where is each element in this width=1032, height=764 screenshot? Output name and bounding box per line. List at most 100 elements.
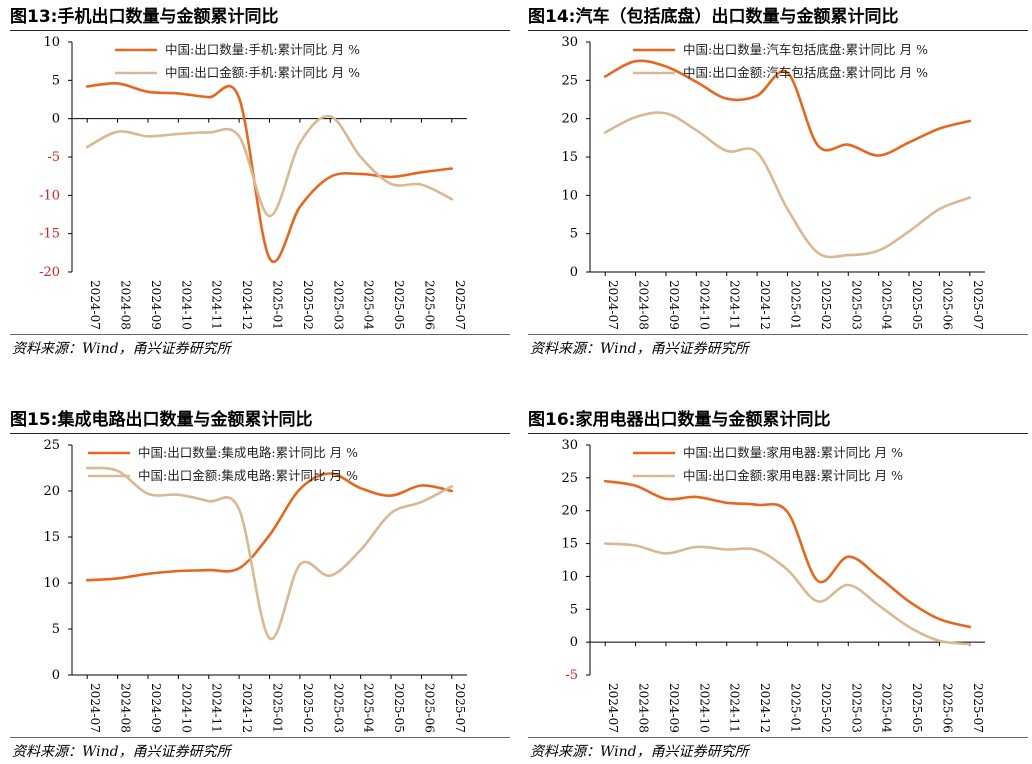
- series-line-quantity: [85, 472, 454, 582]
- figure-15-panel: 图15:集成电路出口数量与金额累计同比 0 5 10 15 20 25 2024-07 202…: [10, 405, 510, 760]
- figure-13-title: 图13:手机出口数量与金额累计同比: [10, 7, 279, 27]
- legend-label-quantity: 中国:出口数量:集成电路:累计同比 月 %: [138, 445, 358, 460]
- figure-14-chart: 0 5 10 15 20 25 30 2024-07 2024-08 2024-09 2024-10…: [561, 35, 985, 330]
- x-tick-label: 2025-01: [271, 280, 285, 330]
- x-tick-label: 2025-03: [331, 280, 345, 330]
- x-tick-label: 2025-02: [301, 683, 315, 733]
- x-tick-label: 2024-10: [697, 280, 711, 330]
- y-tick-label: 15: [561, 150, 578, 165]
- x-tick-label: 2024-08: [119, 683, 133, 733]
- x-tick-label: 2024-07: [88, 683, 102, 733]
- y-tick-label: 20: [561, 112, 578, 127]
- x-tick-label: 2024-09: [667, 683, 681, 733]
- series-line-quantity: [603, 479, 972, 629]
- figure-15-chart: 0 5 10 15 20 25 2024-07 2024-08 2024-09 2024-10 20…: [43, 438, 467, 733]
- x-tick-label: 2024-09: [149, 280, 163, 330]
- title-rule: [528, 30, 1028, 31]
- x-tick-label: 2024-07: [606, 280, 620, 330]
- y-tick-label: 10: [561, 569, 578, 584]
- x-tick-label: 2025-03: [849, 683, 863, 733]
- x-tick-label: 2025-07: [453, 683, 467, 733]
- y-tick-label: -5: [565, 668, 578, 683]
- y-tick-label: 15: [561, 537, 578, 552]
- figure-14-title: 图14:汽车（包括底盘）出口数量与金额累计同比: [528, 7, 899, 27]
- y-tick-label: 5: [52, 622, 60, 637]
- y-tick-label: 20: [561, 504, 578, 519]
- series-line-quantity: [85, 81, 454, 263]
- x-tick-label: 2025-04: [362, 683, 376, 733]
- y-tick-label: -20: [39, 265, 60, 280]
- legend-label-amount: 中国:出口金额:集成电路:累计同比 月 %: [138, 468, 358, 483]
- figure-15-title: 图15:集成电路出口数量与金额累计同比: [10, 410, 313, 430]
- x-tick-label: 2024-12: [758, 683, 772, 733]
- source-note: 资料来源：Wind，甬兴证券研究所: [12, 744, 231, 760]
- x-tick-label: 2024-08: [637, 683, 651, 733]
- x-tick-label: 2025-01: [271, 683, 285, 733]
- x-tick-label: 2025-02: [819, 683, 833, 733]
- x-tick-label: 2025-06: [422, 683, 436, 733]
- x-tick-label: 2025-04: [880, 683, 894, 733]
- series-line-amount: [603, 542, 972, 646]
- y-tick-label: 10: [43, 576, 60, 591]
- x-tick-label: 2024-10: [179, 683, 193, 733]
- source-rule: [10, 737, 510, 738]
- x-tick-label: 2024-10: [697, 683, 711, 733]
- source-note: 资料来源：Wind，甬兴证券研究所: [12, 341, 231, 357]
- x-tick-label: 2024-12: [240, 683, 254, 733]
- x-tick-label: 2024-12: [240, 280, 254, 330]
- source-note: 资料来源：Wind，甬兴证券研究所: [530, 341, 749, 357]
- y-tick-label: -5: [47, 150, 60, 165]
- x-tick-label: 2025-02: [819, 280, 833, 330]
- y-tick-label: 25: [561, 73, 578, 88]
- figure-16-title: 图16:家用电器出口数量与金额累计同比: [528, 410, 831, 430]
- series-line-amount: [85, 466, 454, 641]
- y-tick-label: 20: [43, 484, 60, 499]
- legend-label-quantity: 中国:出口数量:汽车包括底盘:累计同比 月 %: [683, 42, 928, 57]
- y-tick-label: -10: [39, 188, 60, 203]
- legend-label-amount: 中国:出口金额:汽车包括底盘:累计同比 月 %: [683, 65, 928, 80]
- legend-label-amount: 中国:出口金额:家用电器:累计同比 月 %: [683, 468, 903, 483]
- x-tick-label: 2024-11: [210, 683, 224, 733]
- x-tick-label: 2025-06: [940, 280, 954, 330]
- series-line-amount: [603, 111, 972, 259]
- y-tick-label: 0: [52, 112, 60, 127]
- title-rule: [10, 433, 510, 434]
- x-tick-label: 2025-01: [789, 280, 803, 330]
- series-line-quantity: [603, 59, 972, 157]
- x-tick-label: 2025-03: [331, 683, 345, 733]
- legend-label-quantity: 中国:出口数量:家用电器:累计同比 月 %: [683, 445, 903, 460]
- x-tick-label: 2024-10: [179, 280, 193, 330]
- title-rule: [528, 433, 1028, 434]
- x-tick-label: 2025-06: [422, 280, 436, 330]
- x-tick-label: 2025-04: [880, 280, 894, 330]
- figure-16-chart: -5 0 5 10 15 20 25 30 2024-07 2024-08 2024-09 2024-…: [561, 438, 985, 733]
- x-tick-label: 2025-07: [453, 280, 467, 330]
- x-tick-label: 2025-05: [910, 683, 924, 733]
- figure-14-panel: 图14:汽车（包括底盘）出口数量与金额累计同比 0 5 10 15 20 25 30 2024…: [528, 2, 1028, 357]
- x-tick-label: 2025-02: [301, 280, 315, 330]
- x-tick-label: 2024-09: [149, 683, 163, 733]
- source-rule: [10, 334, 510, 335]
- y-tick-label: 0: [570, 635, 578, 650]
- legend-label-quantity: 中国:出口数量:手机:累计同比 月 %: [165, 42, 360, 57]
- legend-label-amount: 中国:出口金额:手机:累计同比 月 %: [165, 65, 360, 80]
- figure-13-panel: 图13:手机出口数量与金额累计同比 -20 -15 -10 -5 0 5 10 2024-07…: [10, 2, 510, 357]
- x-tick-label: 2024-12: [758, 280, 772, 330]
- y-tick-label: 0: [570, 265, 578, 280]
- figure-13-chart: -20 -15 -10 -5 0 5 10 2024-07 2024-08 2024-09 2024…: [39, 35, 467, 330]
- y-tick-label: 30: [561, 438, 578, 453]
- y-tick-label: 0: [52, 668, 60, 683]
- y-tick-label: -15: [39, 227, 60, 242]
- x-tick-label: 2025-05: [392, 280, 406, 330]
- y-tick-label: 15: [43, 530, 60, 545]
- x-tick-label: 2024-11: [728, 280, 742, 330]
- x-tick-label: 2024-07: [88, 280, 102, 330]
- x-tick-label: 2024-08: [637, 280, 651, 330]
- title-rule: [10, 30, 510, 31]
- figure-16-panel: 图16:家用电器出口数量与金额累计同比 -5 0 5 10 15 20 25 30 2024-0…: [528, 405, 1028, 760]
- y-tick-label: 25: [43, 438, 60, 453]
- source-note: 资料来源：Wind，甬兴证券研究所: [530, 744, 749, 760]
- y-tick-label: 30: [561, 35, 578, 50]
- y-tick-label: 5: [570, 602, 578, 617]
- source-rule: [528, 737, 1028, 738]
